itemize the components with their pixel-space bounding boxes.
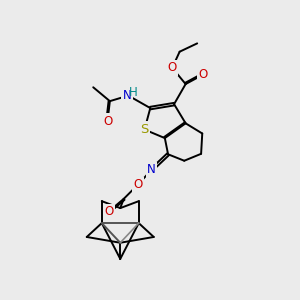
Text: O: O (198, 68, 207, 81)
Text: H: H (129, 86, 137, 99)
Text: O: O (104, 205, 113, 218)
Text: S: S (140, 123, 149, 136)
Text: O: O (133, 178, 142, 191)
Text: O: O (168, 61, 177, 74)
Text: O: O (103, 115, 112, 128)
Text: N: N (123, 89, 131, 102)
Text: N: N (147, 164, 156, 176)
